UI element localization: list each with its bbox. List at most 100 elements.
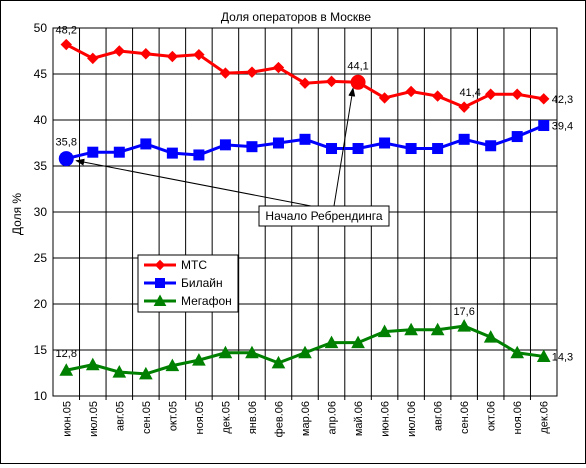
x-tick-label: июн.06 xyxy=(380,401,392,437)
data-point xyxy=(405,85,417,98)
y-tick-label: 40 xyxy=(34,113,48,127)
data-label: 12,8 xyxy=(56,348,77,360)
data-label: 17,6 xyxy=(453,306,474,318)
data-point xyxy=(457,319,472,332)
data-labels: 48,2 44,1 41,4 42,3 35,8 39,4 12,8 17,6 14,3 xyxy=(56,25,574,364)
data-point xyxy=(431,90,444,102)
highlighted-point xyxy=(350,74,366,90)
x-tick-label: авг.06 xyxy=(433,401,445,431)
data-point xyxy=(218,345,233,359)
data-label: 41,4 xyxy=(459,87,480,99)
annotation-arrow xyxy=(333,87,356,207)
x-tick-label: ноя.06 xyxy=(512,401,524,434)
series-layer xyxy=(58,38,551,380)
y-tick-label: 45 xyxy=(34,67,48,81)
data-point xyxy=(324,335,339,349)
data-point xyxy=(112,365,127,378)
data-point xyxy=(485,140,497,152)
y-axis-ticks: 10 15 20 25 30 35 40 45 50 xyxy=(34,21,48,403)
x-tick-label: окт.05 xyxy=(167,401,179,431)
x-tick-label: апр.06 xyxy=(327,401,339,434)
legend-marker xyxy=(154,259,166,271)
x-tick-label: мар.06 xyxy=(300,401,312,436)
x-tick-label: дек.05 xyxy=(220,401,232,434)
data-point xyxy=(193,48,205,61)
data-point xyxy=(165,358,180,372)
y-tick-label: 20 xyxy=(34,297,48,311)
legend-label: Мегафон xyxy=(181,294,232,308)
x-tick-label: фев.06 xyxy=(273,401,285,437)
legend: МТС Билайн Мегафон xyxy=(137,254,239,313)
data-point xyxy=(536,349,551,362)
data-point xyxy=(138,366,153,380)
data-label: 35,8 xyxy=(56,137,77,149)
data-point xyxy=(377,324,392,338)
data-point xyxy=(246,141,258,153)
data-point xyxy=(219,67,232,79)
chart-title: Доля операторов в Москве xyxy=(221,10,372,24)
legend-label: МТС xyxy=(181,258,207,272)
data-label: 44,1 xyxy=(347,60,368,72)
x-tick-label: июл.06 xyxy=(406,401,418,437)
x-tick-label: сен.05 xyxy=(141,401,153,434)
data-point xyxy=(272,137,284,149)
series-1 xyxy=(60,38,550,113)
data-point xyxy=(299,133,311,145)
data-point xyxy=(299,77,311,89)
data-point xyxy=(85,357,100,371)
y-tick-label: 15 xyxy=(34,343,48,357)
data-point xyxy=(272,61,285,74)
legend-item: Билайн xyxy=(144,276,223,290)
data-point xyxy=(271,355,286,369)
data-point xyxy=(113,146,125,158)
data-point xyxy=(298,345,312,359)
data-label: 39,4 xyxy=(552,121,573,133)
data-point xyxy=(60,38,72,51)
legend-marker xyxy=(153,294,167,306)
legend-label: Билайн xyxy=(181,276,223,290)
data-point xyxy=(166,147,178,159)
annotation-arrow xyxy=(75,158,312,207)
data-point xyxy=(140,138,152,150)
annotation-text: Начало Ребрендинга xyxy=(265,209,382,223)
data-point xyxy=(246,66,258,78)
data-point xyxy=(510,345,525,359)
data-point xyxy=(511,131,523,143)
x-tick-label: ноя.05 xyxy=(194,401,206,434)
data-point xyxy=(404,322,418,336)
x-tick-label: окт.06 xyxy=(486,401,498,431)
data-point xyxy=(538,93,550,105)
data-point xyxy=(87,52,99,65)
data-point xyxy=(245,345,259,359)
data-point xyxy=(87,146,99,158)
y-tick-label: 50 xyxy=(34,21,48,35)
series-3 xyxy=(59,319,551,380)
y-tick-label: 30 xyxy=(34,205,48,219)
data-point xyxy=(59,363,74,376)
annotation-box xyxy=(258,205,390,227)
data-point xyxy=(378,92,391,104)
data-point xyxy=(484,88,497,100)
data-point xyxy=(193,149,205,161)
data-point xyxy=(326,143,338,155)
data-point xyxy=(192,353,206,366)
x-axis-ticks: июн.05 июл.05 авг.05 сен.05 окт.05 ноя.05 дек.… xyxy=(61,401,550,437)
data-label: 14,3 xyxy=(552,351,573,363)
y-tick-label: 25 xyxy=(34,251,48,265)
x-tick-label: май.06 xyxy=(353,401,365,436)
data-point xyxy=(458,101,470,113)
legend-marker xyxy=(155,278,165,288)
data-point xyxy=(351,335,365,349)
x-tick-label: июл.05 xyxy=(88,401,100,437)
data-point xyxy=(483,330,498,343)
data-point xyxy=(458,133,470,145)
x-tick-label: сен.06 xyxy=(459,401,471,434)
data-point xyxy=(379,137,391,149)
legend-item: Мегафон xyxy=(144,294,232,308)
data-point xyxy=(325,75,338,88)
rebranding-annotation: Начало Ребрендинга xyxy=(75,87,390,227)
x-tick-label: июн.05 xyxy=(61,401,73,437)
data-label: 48,2 xyxy=(56,25,77,37)
